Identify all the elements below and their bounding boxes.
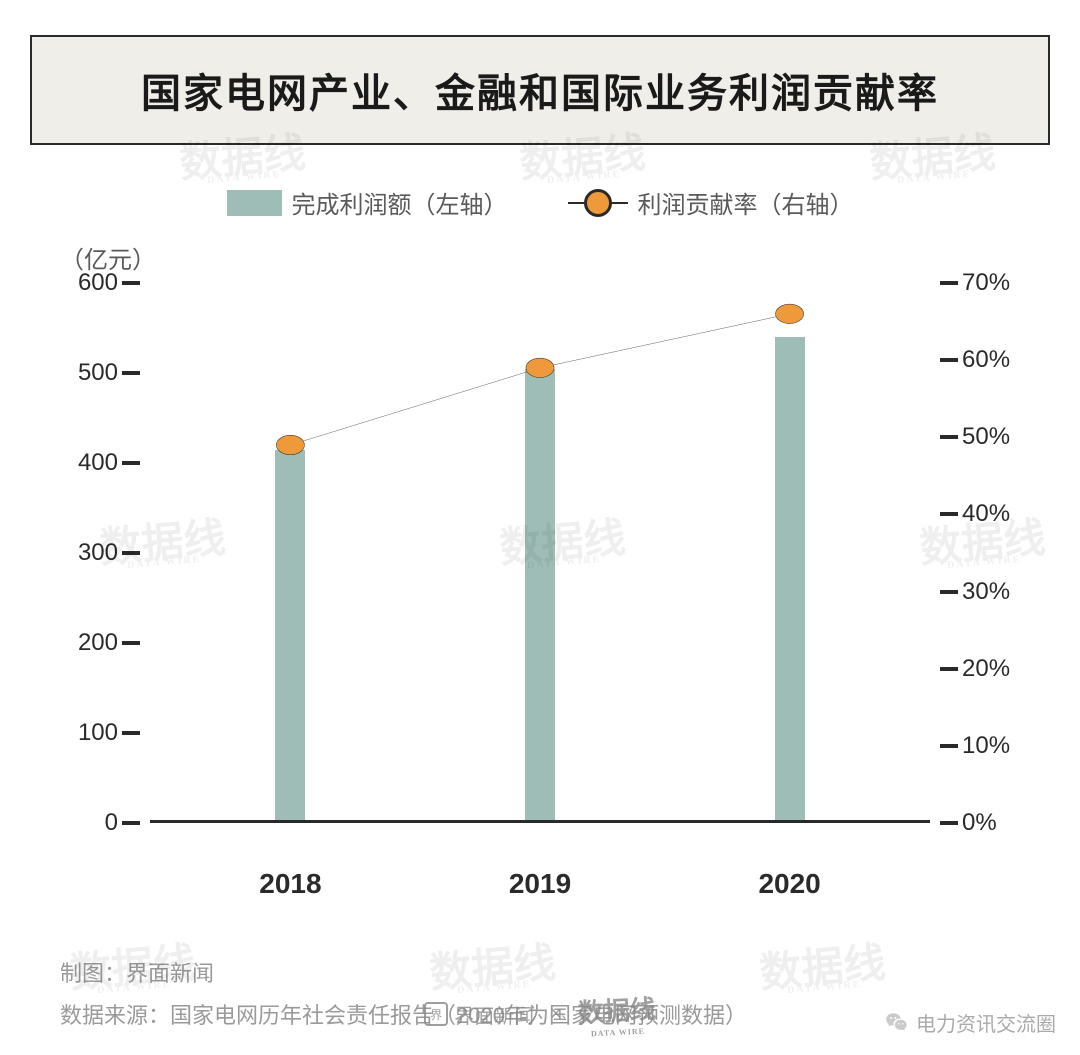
tick-label: 400 bbox=[78, 449, 118, 477]
line-marker bbox=[776, 304, 804, 323]
tick-mark bbox=[122, 641, 140, 645]
legend: 完成利润额（左轴） 利润贡献率（右轴） bbox=[30, 185, 1050, 220]
legend-item-bar: 完成利润额（左轴） bbox=[227, 185, 508, 220]
tick-mark bbox=[940, 435, 958, 439]
tick-mark bbox=[940, 667, 958, 671]
legend-bar-swatch bbox=[227, 190, 282, 216]
y-axis-unit: （亿元） bbox=[60, 240, 1050, 275]
tick-mark bbox=[940, 821, 958, 825]
y-axis-left: 6005004003002001000 bbox=[50, 283, 140, 823]
tick-mark bbox=[940, 590, 958, 594]
legend-item-line: 利润贡献率（右轴） bbox=[568, 185, 854, 220]
tick-label: 70% bbox=[962, 269, 1010, 297]
y-axis-right: 70%60%50%40%30%20%10%0% bbox=[940, 283, 1030, 823]
tick-mark bbox=[122, 731, 140, 735]
chart-title: 国家电网产业、金融和国际业务利润贡献率 bbox=[52, 61, 1028, 119]
legend-line-swatch bbox=[568, 202, 628, 204]
tick-label: 500 bbox=[78, 359, 118, 387]
tick-mark bbox=[122, 821, 140, 825]
footer-jiemian-text: 界面新闻 bbox=[454, 1000, 534, 1029]
plot-region bbox=[150, 283, 930, 823]
tick-mark bbox=[940, 281, 958, 285]
tick-label: 200 bbox=[78, 629, 118, 657]
tick-label: 30% bbox=[962, 578, 1010, 606]
tick-label: 40% bbox=[962, 500, 1010, 528]
tick-label: 100 bbox=[78, 719, 118, 747]
line-overlay bbox=[150, 283, 930, 823]
wechat-icon bbox=[884, 1010, 910, 1036]
wechat-badge: 电力资讯交流圈 bbox=[884, 1008, 1056, 1037]
footer-jiemian-logo: 界 界面新闻 bbox=[424, 1000, 534, 1029]
chart-area: 6005004003002001000 70%60%50%40%30%20%10… bbox=[60, 283, 1020, 823]
line-marker bbox=[276, 435, 304, 454]
footer-datawire-sub: DATA WIRE bbox=[579, 1026, 657, 1039]
x-label: 2019 bbox=[509, 868, 571, 900]
chart-title-banner: 国家电网产业、金融和国际业务利润贡献率 bbox=[30, 35, 1050, 145]
x-axis-labels: 2018 2019 2020 bbox=[150, 868, 930, 908]
wechat-badge-text: 电力资讯交流圈 bbox=[916, 1008, 1056, 1037]
legend-bar-label: 完成利润额（左轴） bbox=[292, 185, 508, 220]
jiemian-icon: 界 bbox=[424, 1002, 448, 1026]
tick-mark bbox=[122, 371, 140, 375]
tick-label: 600 bbox=[78, 269, 118, 297]
tick-label: 0% bbox=[962, 809, 997, 837]
footer-datawire-logo: 数据线 DATA WIRE bbox=[577, 989, 657, 1039]
tick-label: 20% bbox=[962, 655, 1010, 683]
tick-mark bbox=[940, 512, 958, 516]
line-marker bbox=[526, 358, 554, 377]
x-label: 2020 bbox=[758, 868, 820, 900]
tick-label: 0 bbox=[105, 809, 118, 837]
tick-label: 300 bbox=[78, 539, 118, 567]
tick-mark bbox=[122, 281, 140, 285]
tick-label: 60% bbox=[962, 346, 1010, 374]
footer-separator: × bbox=[550, 1003, 562, 1026]
x-label: 2018 bbox=[259, 868, 321, 900]
tick-mark bbox=[940, 358, 958, 362]
tick-label: 10% bbox=[962, 732, 1010, 760]
footer-datawire-text: 数据线 bbox=[577, 995, 656, 1028]
tick-mark bbox=[122, 461, 140, 465]
trend-line bbox=[290, 314, 789, 445]
legend-line-label: 利润贡献率（右轴） bbox=[638, 185, 854, 220]
tick-mark bbox=[122, 551, 140, 555]
tick-mark bbox=[940, 744, 958, 748]
tick-label: 50% bbox=[962, 423, 1010, 451]
credit-line-1: 制图：界面新闻 bbox=[60, 953, 1020, 995]
